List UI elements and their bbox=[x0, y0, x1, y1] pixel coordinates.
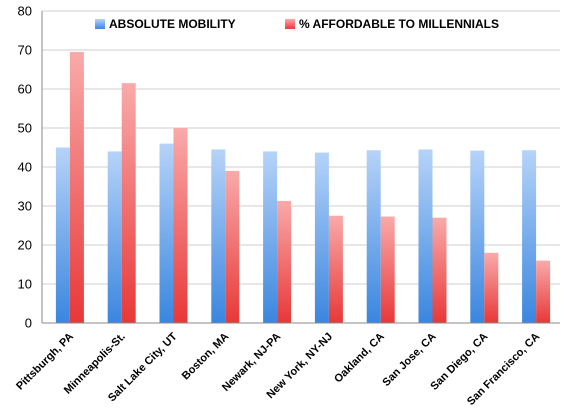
bar-absolute-mobility bbox=[314, 152, 329, 323]
bar-absolute-mobility bbox=[55, 147, 70, 323]
bar-affordable-to-millennials bbox=[121, 83, 136, 324]
bar-affordable-to-millennials bbox=[380, 216, 395, 323]
legend-label: % AFFORDABLE TO MILLENNIALS bbox=[299, 17, 499, 31]
bar-affordable-to-millennials bbox=[173, 128, 188, 323]
y-axis: 0 10 20 30 40 50 60 70 80 bbox=[18, 4, 43, 331]
y-tick-label: 0 bbox=[25, 316, 32, 331]
bar-absolute-mobility bbox=[418, 149, 433, 323]
y-tick-label: 50 bbox=[18, 121, 32, 136]
x-category-label: San Jose, CA bbox=[380, 331, 438, 389]
y-tick-label: 10 bbox=[18, 277, 32, 292]
bar-absolute-mobility bbox=[211, 149, 226, 323]
x-category-label: Boston, MA bbox=[180, 331, 232, 383]
legend-swatch bbox=[285, 19, 295, 29]
legend-swatch bbox=[95, 19, 105, 29]
bar-absolute-mobility bbox=[159, 143, 174, 323]
bar-absolute-mobility bbox=[522, 150, 537, 323]
y-tick-label: 30 bbox=[18, 199, 32, 214]
y-tick-label: 20 bbox=[18, 238, 32, 253]
bar-affordable-to-millennials bbox=[328, 215, 343, 323]
bar-absolute-mobility bbox=[263, 151, 278, 323]
bar-affordable-to-millennials bbox=[432, 217, 447, 323]
bar-absolute-mobility bbox=[107, 151, 122, 323]
bar-absolute-mobility bbox=[470, 150, 485, 323]
bars bbox=[55, 51, 551, 324]
y-tick-label: 80 bbox=[18, 4, 32, 19]
bar-affordable-to-millennials bbox=[277, 200, 292, 323]
legend: ABSOLUTE MOBILITY % AFFORDABLE TO MILLENN… bbox=[95, 17, 499, 31]
bar-affordable-to-millennials bbox=[225, 170, 240, 323]
bar-affordable-to-millennials bbox=[484, 252, 499, 323]
bar-absolute-mobility bbox=[366, 150, 381, 323]
bar-affordable-to-millennials bbox=[536, 260, 551, 323]
legend-label: ABSOLUTE MOBILITY bbox=[109, 17, 236, 31]
y-tick-label: 70 bbox=[18, 43, 32, 58]
x-category-label: Oakland, CA bbox=[332, 331, 387, 386]
y-tick-label: 40 bbox=[18, 160, 32, 175]
y-tick-label: 60 bbox=[18, 82, 32, 97]
bar-affordable-to-millennials bbox=[69, 51, 84, 323]
